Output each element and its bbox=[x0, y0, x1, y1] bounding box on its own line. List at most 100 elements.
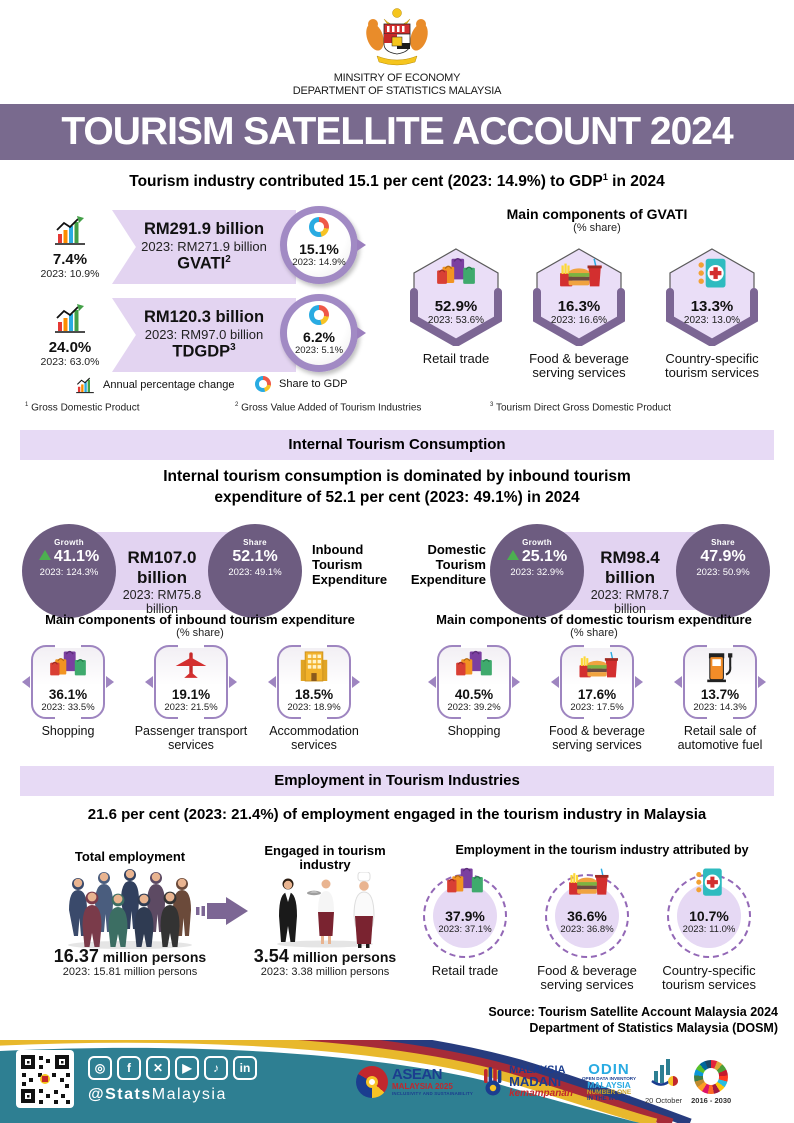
x-icon[interactable]: ✕ bbox=[146, 1056, 170, 1080]
asean-sub: MALAYSIA 2025 bbox=[392, 1082, 453, 1091]
gvati-component-food: 16.3% 2023: 16.6% bbox=[533, 246, 625, 346]
shopping-bags-icon bbox=[437, 257, 475, 284]
attributed-food-pct: 36.6% bbox=[567, 908, 607, 924]
attributed-title: Employment in the tourism industry attri… bbox=[455, 843, 749, 857]
facebook-icon[interactable]: f bbox=[117, 1056, 141, 1080]
odin-sub2: MALAYSIA bbox=[587, 1080, 631, 1091]
legend-share-gdp: Share to GDP bbox=[255, 376, 347, 392]
madani-line2: MADANI bbox=[509, 1074, 562, 1089]
domestic-food-label: Food & beverage serving services bbox=[549, 724, 645, 752]
share-title: Share bbox=[711, 538, 735, 547]
asean-2025-logo: ASEAN MALAYSIA 2025 INCLUSIVITY AND SUST… bbox=[356, 1066, 473, 1098]
inbound-accommodation-label: Accommodation services bbox=[269, 724, 359, 752]
gvati-banner: RM291.9 billion 2023: RM271.9 billion GV… bbox=[112, 210, 296, 284]
domestic-fuel-pct: 13.7% bbox=[700, 687, 740, 702]
donut-chart-icon bbox=[309, 305, 329, 325]
madani-tag: kemampanan bbox=[509, 1088, 573, 1099]
engaged-title: Engaged in tourism industry bbox=[264, 843, 386, 872]
itc-headline-1: Internal tourism consumption is dominate… bbox=[163, 468, 631, 485]
odin-name: ODIN bbox=[588, 1060, 630, 1078]
inbound-growth-pct: 41.1% bbox=[53, 548, 100, 565]
country-label: Country-specific tourism services bbox=[665, 351, 759, 380]
engaged-prev: 2023: 3.38 million persons bbox=[260, 966, 390, 978]
linkedin-icon[interactable]: in bbox=[233, 1056, 257, 1080]
increase-icon bbox=[506, 550, 519, 560]
tourism-services-icon bbox=[698, 258, 726, 288]
total-employment-title: Total employment bbox=[74, 849, 186, 864]
ministry-line2: DEPARTMENT OF STATISTICS MALAYSIA bbox=[292, 85, 502, 97]
itc-headline-2: expenditure of 52.1 per cent (2023: 49.1… bbox=[214, 489, 580, 506]
fast-food-icon bbox=[579, 651, 618, 678]
madani-line1: MALAYSIA bbox=[509, 1064, 566, 1076]
bar-chart-growth-icon bbox=[55, 216, 85, 245]
footnote-gdp: 1 Gross Domestic Product bbox=[25, 402, 140, 414]
inbound-transport-pct: 19.1% bbox=[171, 687, 211, 702]
page-title: TOURISM SATELLITE ACCOUNT 2024 bbox=[0, 104, 794, 160]
tdgdp-share-circle: 6.2% 2023: 5.1% bbox=[280, 294, 366, 372]
statistics-day-date: 20 October bbox=[645, 1096, 683, 1105]
fuel-pump-icon bbox=[707, 653, 733, 683]
gvati-share-circle: 15.1% 2023: 14.9% bbox=[280, 206, 366, 284]
domestic-share-circle: Share 47.9% 2023: 50.9% bbox=[676, 524, 770, 618]
tdgdp-growth-prev: 2023: 63.0% bbox=[40, 356, 100, 368]
inbound-shopping-label: Shopping bbox=[41, 724, 95, 738]
transition-arrow-icon bbox=[196, 896, 248, 931]
donut-legend-icon bbox=[255, 376, 271, 392]
gvati-component-country: 13.3% 2023: 13.0% bbox=[666, 246, 758, 346]
asean-swirl-icon bbox=[356, 1066, 388, 1098]
tourism-services-icon bbox=[696, 868, 722, 896]
inbound-growth-circle: Growth 41.1% 2023: 124.3% bbox=[22, 524, 116, 618]
share-title: Share bbox=[243, 538, 267, 547]
domestic-growth-circle: Growth 25.1% 2023: 32.9% bbox=[490, 524, 584, 618]
source-note: Source: Tourism Satellite Account Malays… bbox=[488, 1004, 778, 1036]
country-prev: 2023: 13.0% bbox=[683, 315, 741, 326]
footnote-gvati: 2 Gross Value Added of Tourism Industrie… bbox=[235, 402, 422, 414]
tiktok-icon[interactable]: ♪ bbox=[204, 1056, 228, 1080]
inbound-share-circle: Share 52.1% 2023: 49.1% bbox=[208, 524, 302, 618]
odin-sub4: IN THE WORLD bbox=[587, 1096, 631, 1103]
instagram-icon[interactable]: ◎ bbox=[88, 1056, 112, 1080]
retail-pct: 52.9% bbox=[434, 298, 478, 315]
inbound-share-pct: 52.1% bbox=[232, 548, 278, 565]
domestic-shopping-pct: 40.5% bbox=[454, 687, 494, 702]
asean-name: ASEAN bbox=[392, 1066, 443, 1083]
odin-sub3: NUMBER ONE bbox=[586, 1088, 632, 1096]
inbound-comp-shopping: 36.1% 2023: 33.5% bbox=[22, 644, 114, 720]
tdgdp-banner: RM120.3 billion 2023: RM97.0 billion TDG… bbox=[112, 298, 296, 372]
fast-food-icon bbox=[560, 258, 602, 287]
inbound-growth-prev: 2023: 124.3% bbox=[39, 567, 99, 578]
social-icons: ◎ f ✕ ▶ ♪ in bbox=[88, 1056, 257, 1080]
itc-banner: Internal Tourism Consumption bbox=[20, 430, 774, 460]
total-employment-prev: 2023: 15.81 million persons bbox=[62, 966, 198, 978]
employment-headline: 21.6 per cent (2023: 21.4%) of employmen… bbox=[87, 806, 707, 823]
statistics-day-icon bbox=[650, 1059, 678, 1086]
domestic-food-prev: 2023: 17.5% bbox=[570, 702, 624, 713]
attributed-food-prev: 2023: 36.8% bbox=[560, 924, 614, 935]
inbound-comp-transport: 19.1% 2023: 21.5% bbox=[145, 644, 237, 720]
shopping-bags-icon bbox=[447, 867, 483, 893]
domestic-share-prev: 2023: 50.9% bbox=[696, 567, 750, 578]
shopping-bags-icon bbox=[456, 650, 492, 676]
tdgdp-growth-pct: 24.0% bbox=[48, 339, 92, 356]
legend-annual-change: Annual percentage change bbox=[75, 376, 235, 394]
inbound-accommodation-pct: 18.5% bbox=[294, 687, 334, 702]
domestic-shopping-prev: 2023: 39.2% bbox=[447, 702, 501, 713]
domestic-label: Domestic Tourism Expenditure bbox=[410, 542, 486, 587]
domestic-fuel-prev: 2023: 14.3% bbox=[693, 702, 747, 713]
airplane-icon bbox=[175, 652, 207, 678]
growth-title: Growth bbox=[522, 538, 552, 547]
inbound-comp-subtitle: (% share) bbox=[176, 627, 224, 639]
engaged-value: 3.54 million persons bbox=[253, 946, 397, 966]
qr-code[interactable] bbox=[16, 1050, 74, 1113]
total-employment-value: 16.37 million persons bbox=[53, 946, 207, 966]
youtube-icon[interactable]: ▶ bbox=[175, 1056, 199, 1080]
footer: ◎ f ✕ ▶ ♪ in @StatsMalaysia ASEAN MALAYS… bbox=[0, 1040, 794, 1123]
gvati-prev: 2023: RM271.9 billion bbox=[141, 239, 267, 254]
tdgdp-value: RM120.3 billion bbox=[143, 308, 265, 326]
footnote-tdgdp: 3 Tourism Direct Gross Domestic Product bbox=[490, 402, 671, 414]
gdp-headline: Tourism industry contributed 15.1 per ce… bbox=[129, 172, 665, 191]
inbound-transport-label: Passenger transport services bbox=[134, 724, 248, 752]
domestic-growth-prev: 2023: 32.9% bbox=[510, 567, 564, 578]
gvati-growth-pct: 7.4% bbox=[52, 251, 88, 268]
